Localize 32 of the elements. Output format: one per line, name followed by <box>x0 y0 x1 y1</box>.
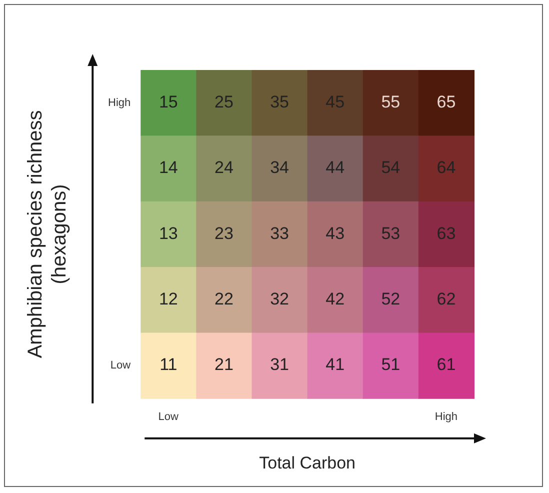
data-label: 63 <box>436 224 456 243</box>
data-label: 51 <box>381 355 400 374</box>
data-label: 54 <box>381 158 400 178</box>
data-label: 53 <box>381 224 400 243</box>
data-label: 13 <box>158 224 178 243</box>
y-axis-title: Amphibian species richness (hexagons) <box>24 110 71 358</box>
data-label: 14 <box>158 158 178 178</box>
data-label: 11 <box>160 355 178 374</box>
data-label: 31 <box>270 355 289 374</box>
data-label: 52 <box>381 290 400 309</box>
data-label: 55 <box>381 92 400 112</box>
data-label: 24 <box>214 158 234 178</box>
data-label: 21 <box>214 355 234 374</box>
data-label: 35 <box>270 92 289 112</box>
data-label: 12 <box>158 290 178 309</box>
data-label: 43 <box>326 224 345 243</box>
data-label: 23 <box>214 224 234 243</box>
data-label: 42 <box>326 290 345 309</box>
data-label: 33 <box>270 224 289 243</box>
data-label: 61 <box>436 355 456 374</box>
data-label: 22 <box>214 290 234 309</box>
x-axis-title: Total Carbon <box>259 453 356 472</box>
data-label: 65 <box>436 92 456 112</box>
data-label: 25 <box>214 92 234 112</box>
data-label: 44 <box>326 158 345 178</box>
data-label: 34 <box>270 158 289 178</box>
data-label: 15 <box>158 92 178 112</box>
data-label: 41 <box>326 355 345 374</box>
data-label: 45 <box>326 92 345 112</box>
data-label: 62 <box>436 290 456 309</box>
data-label: 32 <box>270 290 289 309</box>
data-label: 64 <box>436 158 456 178</box>
